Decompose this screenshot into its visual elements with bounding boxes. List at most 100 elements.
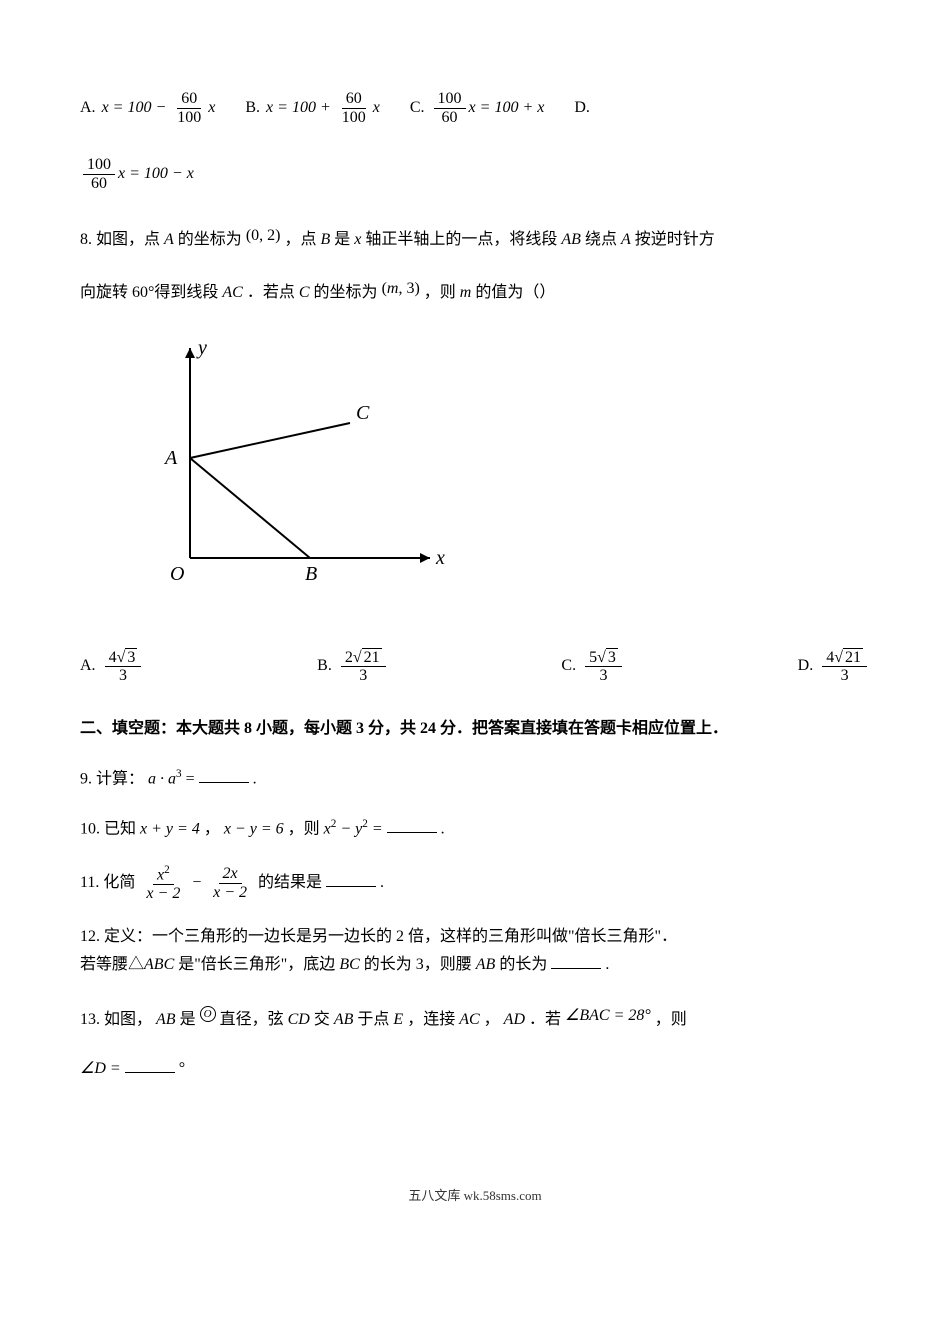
q8-opt-d-frac: 4√21 3: [822, 649, 867, 685]
q9-text: 计算：: [96, 770, 144, 787]
q8-text-d: 是: [334, 231, 350, 248]
q11-blank: [326, 870, 376, 887]
q8-c: C: [299, 284, 310, 301]
q11-text-b: 的结果是: [258, 874, 322, 891]
q10-minus: −: [340, 820, 355, 837]
q13-e: E: [393, 1011, 403, 1028]
section2-title: 二、填空题：本大题共 8 小题，每小题 3 分，共 24 分．把答案直接填在答题…: [80, 715, 870, 744]
q10-text-b: ，则: [288, 820, 320, 837]
q10-eq: =: [372, 820, 387, 837]
q12-blank: [551, 952, 601, 969]
q7-opt-b-eq: x = 100 + 60100x: [266, 90, 380, 126]
q8-diagram: yxOABC: [140, 328, 870, 619]
q10-exp-a: 2: [331, 818, 337, 830]
q13-text-f: ，连接: [407, 1011, 455, 1028]
q13-angle-d: ∠D =: [80, 1060, 121, 1077]
option-label: B.: [317, 652, 332, 681]
svg-text:A: A: [163, 447, 178, 469]
q10-exp-b: 2: [362, 818, 368, 830]
q13-ab2: AB: [334, 1011, 354, 1028]
q10-eq1: x + y = 4: [140, 820, 200, 837]
q9-exp: 3: [176, 768, 182, 780]
q8-text-e: 轴正半轴上的一点，将线段: [365, 231, 557, 248]
q9-problem: 9. 计算： a · a3 = .: [80, 764, 870, 794]
q7-options: A. x = 100 − 60100x B. x = 100 + 60100x …: [80, 90, 870, 126]
q8-x: x: [354, 231, 361, 248]
q8-text-g: 按逆时针方: [635, 231, 715, 248]
q13-text-d: 交: [314, 1011, 330, 1028]
q8-coord-a: (0, 2): [246, 227, 281, 244]
q8-text-c: ，点: [284, 231, 316, 248]
q13-text-g: ．若: [529, 1011, 561, 1028]
option-label: A.: [80, 652, 96, 681]
q8-text-i: ．若点: [247, 284, 295, 301]
q8-num: 8.: [80, 231, 92, 248]
q10-period: .: [441, 820, 445, 837]
q9-eq: =: [186, 770, 195, 787]
q8-option-c: C. 5√3 3: [561, 649, 624, 685]
q8-opt-b-frac: 2√21 3: [341, 649, 386, 685]
q8-opt-c-frac: 5√3 3: [585, 649, 622, 685]
q8-text-h: 向旋转 60°得到线段: [80, 284, 218, 301]
q13-text-e: 于点: [357, 1011, 389, 1028]
q12-line2-a: 若等腰△: [80, 956, 144, 973]
q8-option-a: A. 4√3 3: [80, 649, 144, 685]
q8-text-f: 绕点: [585, 231, 617, 248]
q7-option-c: C. 10060x = 100 + x: [410, 90, 544, 126]
q13-problem: 13. 如图， AB 是 O 直径，弦 CD 交 AB 于点 E ，连接 AC …: [80, 1000, 870, 1035]
q9-blank: [199, 766, 249, 783]
q13-text-b: 是: [180, 1011, 196, 1028]
q8-opt-a-frac: 4√3 3: [105, 649, 142, 685]
q8-option-b: B. 2√21 3: [317, 649, 388, 685]
q7-option-d: D.: [574, 94, 596, 123]
q11-num: 11.: [80, 874, 99, 891]
q12-line1: 12. 定义：一个三角形的一边长是另一边长的 2 倍，这样的三角形叫做"倍长三角…: [80, 923, 870, 952]
q8-option-d: D. 4√21 3: [798, 649, 870, 685]
q11-text-a: 化简: [103, 874, 135, 891]
q8-a: A: [164, 231, 174, 248]
svg-text:C: C: [356, 402, 370, 424]
q12-problem: 12. 定义：一个三角形的一边长是另一边长的 2 倍，这样的三角形叫做"倍长三角…: [80, 923, 870, 981]
q13-text-a: 如图，: [104, 1011, 152, 1028]
q10-blank: [387, 816, 437, 833]
option-label: D.: [574, 94, 590, 123]
circle-o-icon: O: [200, 1006, 216, 1022]
q13-blank: [125, 1056, 175, 1073]
q12-line2-c: 的长为 3，则腰: [364, 956, 472, 973]
q7-option-b: B. x = 100 + 60100x: [245, 90, 379, 126]
q13-angle-bac: ∠BAC = 28°: [565, 1007, 651, 1024]
option-label: B.: [245, 94, 260, 123]
q8-coord-c: (m, 3): [382, 280, 420, 297]
q8-b: B: [320, 231, 330, 248]
q9-num: 9.: [80, 770, 92, 787]
q8-problem-line2: 向旋转 60°得到线段 AC ．若点 C 的坐标为 (m, 3) ，则 m 的值…: [80, 275, 870, 308]
q13-text-c: 直径，弦: [220, 1011, 284, 1028]
q8-text-b: 的坐标为: [178, 231, 242, 248]
q12-line1-a: 定义：一个三角形的一边长是另一边长的 2 倍，这样的三角形叫做"倍长三角形"．: [104, 928, 677, 945]
option-label: C.: [561, 652, 576, 681]
q12-line2: 若等腰△ABC 是"倍长三角形"，底边 BC 的长为 3，则腰 AB 的长为 .: [80, 951, 870, 980]
q13-num: 13.: [80, 1011, 100, 1028]
q11-frac1: x2 x − 2: [142, 864, 184, 903]
q8-ac: AC: [222, 284, 242, 301]
q8-text-l: 的值为（）: [475, 284, 555, 301]
q11-minus: −: [191, 874, 202, 891]
q10-eq2: x − y = 6: [224, 820, 284, 837]
q8-m: m: [460, 284, 472, 301]
q8-svg: yxOABC: [140, 328, 460, 608]
q7-opt-c-eq: 10060x = 100 + x: [431, 90, 545, 126]
q10-problem: 10. 已知 x + y = 4 ， x − y = 6 ，则 x2 − y2 …: [80, 814, 870, 844]
q10-text-a: 已知: [104, 820, 136, 837]
q7-opt-a-eq: x = 100 − 60100x: [102, 90, 216, 126]
q11-problem: 11. 化简 x2 x − 2 − 2x x − 2 的结果是 .: [80, 864, 870, 903]
q12-ab: AB: [476, 956, 496, 973]
q10-comma: ，: [204, 820, 220, 837]
q8-text-k: ，则: [424, 284, 456, 301]
page-footer: 五八文库 wk.58sms.com: [80, 1184, 870, 1207]
svg-text:O: O: [170, 563, 184, 585]
q12-num: 12.: [80, 928, 100, 945]
q12-bc: BC: [339, 956, 359, 973]
q12-line2-b: 是"倍长三角形"，底边: [178, 956, 335, 973]
option-label: A.: [80, 94, 96, 123]
q8-ab: AB: [561, 231, 581, 248]
